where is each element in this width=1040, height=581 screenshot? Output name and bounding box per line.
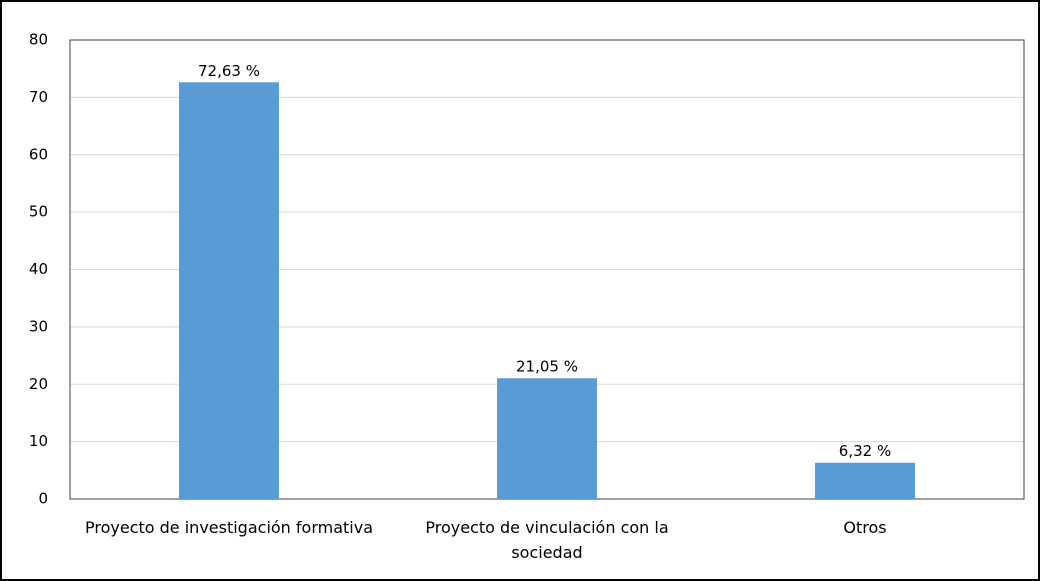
y-tick-label: 40 <box>29 260 48 278</box>
value-label: 6,32 % <box>839 442 891 460</box>
y-tick-label: 30 <box>29 317 48 335</box>
x-tick-label: Proyecto de vinculación con la sociedad <box>425 518 669 562</box>
x-tick-label: Otros <box>843 518 887 537</box>
y-tick-label: 60 <box>29 145 48 163</box>
bar <box>179 82 279 500</box>
y-tick-label: 70 <box>29 88 48 106</box>
y-tick-label: 10 <box>29 432 48 450</box>
value-label: 21,05 % <box>516 358 578 376</box>
y-tick-label: 80 <box>29 31 48 49</box>
bar <box>815 462 915 499</box>
y-tick-label: 50 <box>29 203 48 221</box>
bar <box>497 378 597 499</box>
x-tick-label: Proyecto de investigación formativa <box>85 518 373 537</box>
y-tick-label: 0 <box>38 490 48 508</box>
value-label: 72,63 % <box>198 62 260 80</box>
y-tick-label: 20 <box>29 375 48 393</box>
